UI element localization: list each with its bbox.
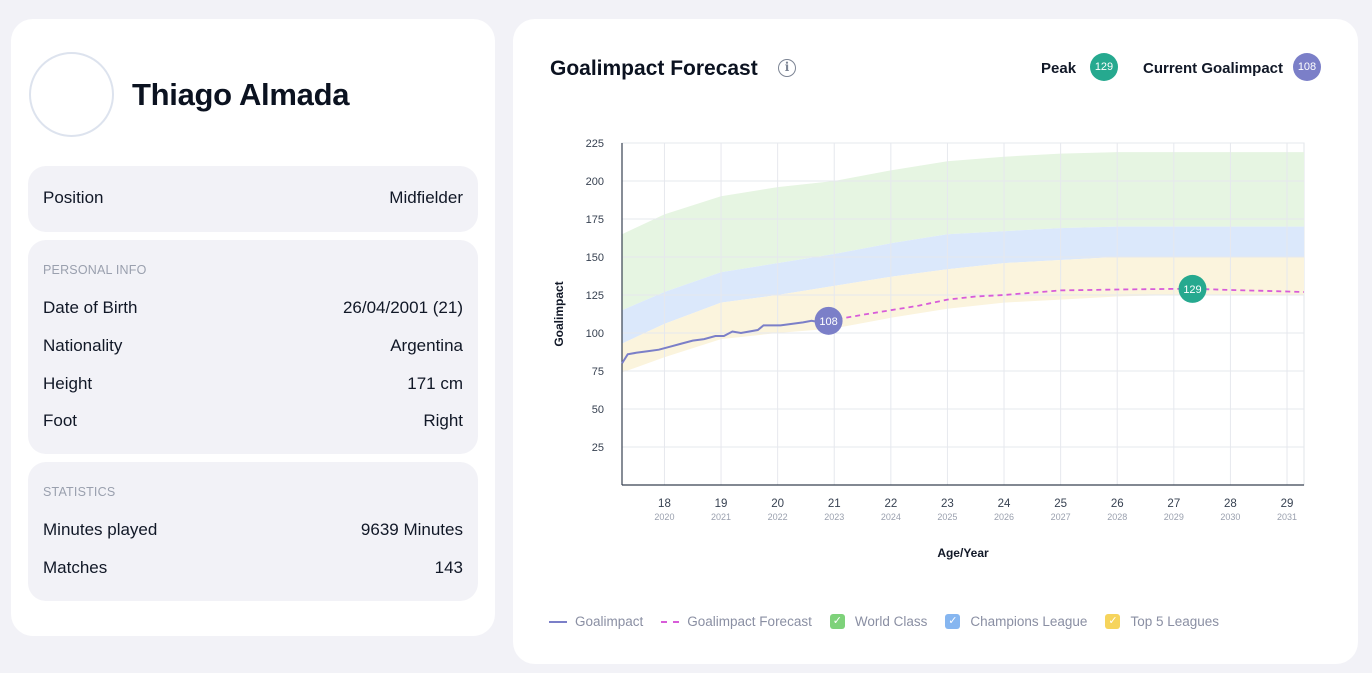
x-axis-label: Age/Year [937, 546, 989, 560]
y-tick-label: 225 [586, 138, 604, 150]
x-tick-age-label: 28 [1224, 498, 1237, 510]
x-tick-age-label: 23 [941, 498, 954, 510]
peak-marker [1178, 274, 1207, 303]
legend-forecast-label: Goalimpact Forecast [687, 614, 812, 629]
chart-title: Goalimpact Forecast [550, 57, 758, 80]
minutes-row: Minutes played 9639 Minutes [43, 520, 463, 540]
matches-row: Matches 143 [43, 558, 463, 578]
x-tick-year-label: 2030 [1220, 512, 1240, 522]
forecast-dash-icon [661, 620, 680, 623]
height-label: Height [43, 374, 93, 393]
y-tick-label: 25 [592, 442, 604, 454]
peak-badge: 129 [1090, 53, 1118, 81]
x-tick-year-label: 2029 [1164, 512, 1184, 522]
legend-forecast[interactable]: Goalimpact Forecast [661, 614, 812, 629]
x-tick-age-label: 27 [1167, 498, 1180, 510]
minutes-label: Minutes played [43, 520, 158, 539]
goalimpact-chart: 25 50 75 100 125 150 175 200 225 18 2020 19 2021 20 20… [552, 138, 1305, 560]
x-tick-age-label: 20 [771, 498, 784, 510]
foot-row: Foot Right [43, 411, 463, 431]
x-tick-year-label: 2021 [711, 512, 731, 522]
x-tick-year-label: 2026 [994, 512, 1014, 522]
dob-row: Date of Birth 26/04/2001 (21) [43, 298, 463, 318]
marker-label: 129 [1183, 284, 1201, 296]
chart-legend: Goalimpact Goalimpact Forecast ✓ World C… [549, 614, 1237, 629]
dob-label: Date of Birth [43, 298, 138, 317]
y-tick-label: 75 [592, 366, 604, 378]
x-tick-age-label: 21 [828, 498, 841, 510]
top5-checkbox-icon[interactable]: ✓ [1105, 614, 1121, 629]
matches-label: Matches [43, 558, 108, 577]
statistics-box: STATISTICS Minutes played 9639 Minutes M… [28, 462, 478, 601]
x-tick-age-label: 29 [1281, 498, 1294, 510]
x-tick-year-label: 2024 [881, 512, 901, 522]
x-tick-year-label: 2022 [768, 512, 788, 522]
goalimpact-series-line [621, 319, 829, 364]
nationality-row: Nationality Argentina [43, 336, 463, 356]
forecast-card: Goalimpact Forecast i Peak 129 Current G… [513, 19, 1358, 664]
x-tick-year-label: 2023 [824, 512, 844, 522]
height-value: 171 cm [407, 374, 463, 393]
x-tick-age-label: 22 [884, 498, 897, 510]
legend-goalimpact-label: Goalimpact [575, 614, 644, 629]
band-top-5-leagues [622, 257, 1304, 373]
legend-world-class-label: World Class [854, 614, 928, 629]
personal-info-title: PERSONAL INFO [43, 263, 147, 277]
marker-label: 108 [819, 316, 837, 328]
x-tick-age-label: 18 [658, 498, 671, 510]
minutes-value: 9639 Minutes [360, 520, 463, 539]
y-axis-label: Goalimpact [552, 281, 566, 346]
foot-label: Foot [43, 411, 78, 430]
dob-value: 26/04/2001 (21) [342, 298, 463, 317]
y-tick-label: 100 [586, 328, 604, 340]
position-label: Position [43, 188, 104, 207]
band-world-class [622, 152, 1304, 311]
player-name: Thiago Almada [132, 77, 350, 112]
nationality-value: Argentina [390, 336, 463, 355]
legend-top5[interactable]: ✓ Top 5 Leagues [1105, 614, 1219, 629]
info-icon[interactable]: i [778, 59, 796, 77]
x-tick-age-label: 19 [715, 498, 728, 510]
foot-value: Right [423, 411, 463, 430]
personal-info-box: PERSONAL INFO Date of Birth 26/04/2001 (… [28, 240, 478, 454]
x-tick-year-label: 2031 [1277, 512, 1297, 522]
y-tick-label: 50 [592, 404, 604, 416]
current-goalimpact-badge: 108 [1293, 53, 1321, 81]
legend-champions-league[interactable]: ✓ Champions League [945, 614, 1087, 629]
x-tick-age-label: 26 [1111, 498, 1124, 510]
y-tick-label: 150 [586, 252, 604, 264]
goalimpact-line-icon [549, 620, 567, 623]
band-champions-league [622, 226, 1304, 344]
legend-world-class[interactable]: ✓ World Class [829, 614, 928, 629]
x-tick-year-label: 2027 [1051, 512, 1071, 522]
x-tick-year-label: 2025 [937, 512, 957, 522]
position-row: Position Midfielder [43, 188, 463, 208]
position-value: Midfielder [389, 188, 463, 207]
champions-league-checkbox-icon[interactable]: ✓ [945, 614, 961, 629]
player-profile-card: Thiago Almada Position Midfielder PERSON… [11, 19, 495, 636]
x-tick-age-label: 25 [1054, 498, 1067, 510]
nationality-label: Nationality [43, 336, 123, 355]
y-tick-label: 175 [586, 214, 604, 226]
legend-top5-label: Top 5 Leagues [1130, 614, 1220, 629]
y-tick-label: 125 [586, 290, 604, 302]
position-box: Position Midfielder [28, 166, 478, 232]
legend-goalimpact[interactable]: Goalimpact [549, 614, 643, 629]
avatar [29, 52, 114, 137]
legend-champions-league-label: Champions League [970, 614, 1088, 629]
statistics-title: STATISTICS [43, 485, 116, 499]
y-tick-label: 200 [586, 176, 604, 188]
x-tick-age-label: 24 [998, 498, 1011, 510]
matches-value: 143 [434, 558, 463, 577]
height-row: Height 171 cm [43, 374, 463, 394]
peak-label: Peak [1041, 60, 1077, 77]
x-tick-year-label: 2028 [1107, 512, 1127, 522]
world-class-checkbox-icon[interactable]: ✓ [829, 614, 845, 629]
current-marker [814, 306, 843, 335]
current-goalimpact-label: Current Goalimpact [1143, 60, 1284, 77]
forecast-series-line [828, 288, 1305, 322]
x-tick-year-label: 2020 [654, 512, 674, 522]
